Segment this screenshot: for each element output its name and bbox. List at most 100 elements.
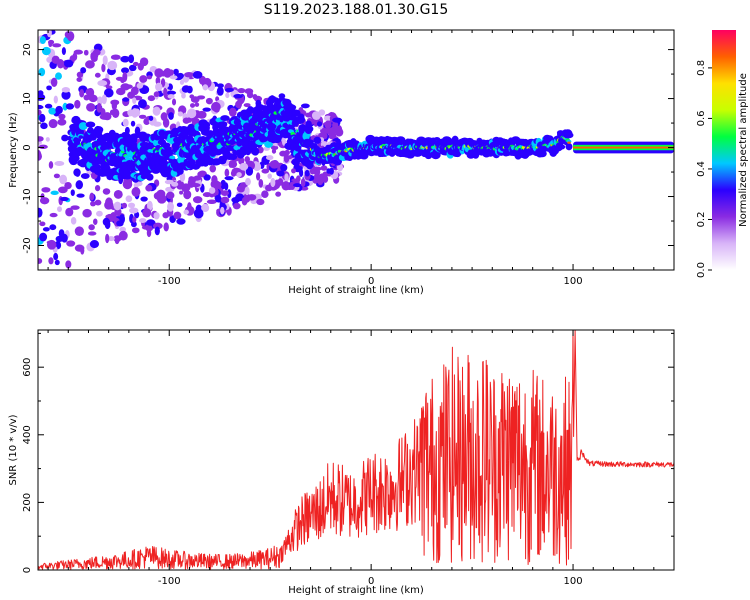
spectrogram-cell — [320, 165, 328, 171]
spectrogram-cell — [88, 224, 95, 231]
spectrogram-cell — [73, 49, 83, 55]
spectrogram-x-axis-label: Height of straight line (km) — [288, 285, 424, 296]
figure-title: S119.2023.188.01.30.G15 — [264, 2, 449, 18]
spectrogram-cell — [220, 196, 230, 204]
spectrogram-cell — [105, 233, 110, 244]
spectrogram-cell — [94, 126, 104, 134]
spectrogram-cell — [90, 51, 97, 62]
spectrogram-cell — [61, 134, 69, 142]
spectrogram-cell — [215, 197, 223, 203]
spectrogram-cell — [146, 228, 152, 238]
spectrogram-cell — [128, 64, 137, 72]
spectrogram-cell — [305, 120, 312, 128]
spectrogram-cell — [256, 172, 261, 181]
spectrogram-cell — [224, 168, 230, 177]
spectrogram-cell — [280, 163, 288, 172]
spectrogram-x-tick-label: 0 — [368, 276, 374, 287]
spectrogram-cell — [244, 88, 254, 95]
spectrogram-cell — [121, 202, 128, 209]
spectrogram-cell — [193, 208, 204, 219]
spectrogram-cell — [89, 240, 100, 249]
spectrogram-cell — [50, 190, 59, 195]
spectrogram-cell — [153, 91, 160, 98]
spectrogram-cell — [167, 201, 174, 212]
spectrogram-cell — [176, 72, 184, 79]
spectrogram-cell — [160, 78, 166, 88]
spectrogram-cell — [142, 208, 152, 218]
spectrogram-cell — [289, 181, 296, 191]
spectrogram-cell — [76, 71, 84, 78]
spectrogram-cell — [66, 31, 75, 42]
spectrogram-cell — [131, 187, 141, 197]
spectrogram-cell — [317, 179, 323, 186]
spectrogram-cell — [74, 226, 84, 236]
spectrogram-cell — [55, 72, 62, 80]
spectrogram-cell — [313, 166, 322, 171]
snr-y-tick-label: 200 — [22, 493, 33, 512]
spectrogram-cell — [46, 56, 54, 63]
spectrogram-cell — [164, 179, 174, 185]
spectrogram-cell — [187, 202, 192, 212]
snr-y-ticks: 0 200 400 600 — [22, 332, 674, 573]
spectrogram-cell — [66, 240, 76, 247]
spectrogram-cell — [128, 207, 139, 214]
spectrogram-cell — [59, 174, 68, 185]
spectrogram-cell — [227, 189, 232, 199]
snr-x-tick-label: 0 — [368, 576, 374, 587]
snr-series-line — [38, 330, 674, 570]
spectrogram-cell — [136, 82, 144, 89]
spectrogram-cell — [183, 189, 189, 198]
spectrogram-cell — [65, 103, 75, 110]
spectrogram-cell — [139, 218, 147, 223]
spectrogram-cell — [133, 182, 139, 188]
spectrogram-cell — [299, 168, 304, 177]
spectrogram-cell — [313, 136, 322, 144]
spectrogram-cell — [177, 111, 184, 117]
spectrogram-cell — [61, 87, 71, 93]
spectrogram-cell — [430, 150, 441, 160]
spectrogram-cell — [79, 89, 85, 98]
spectrogram-cell — [145, 184, 153, 192]
spectrogram-cell — [176, 180, 185, 190]
spectrogram-cell — [230, 170, 237, 177]
spectrogram-cell — [243, 103, 251, 108]
snr-x-tick-label: 100 — [564, 576, 583, 587]
spectrogram-cell — [94, 72, 101, 78]
spectrogram-cell — [322, 171, 328, 181]
spectrogram-cell — [152, 222, 163, 230]
spectrogram-cell — [190, 182, 201, 188]
spectrogram-cell — [220, 121, 228, 128]
spectrogram-cell — [38, 109, 42, 116]
spectrogram-cell — [39, 221, 46, 227]
spectrogram-cell — [220, 206, 225, 215]
spectrogram-cell — [38, 207, 43, 218]
spectrogram-cell — [52, 43, 62, 48]
spectrogram-cell — [75, 180, 84, 190]
spectrogram-cell — [78, 135, 84, 139]
spectrogram-cell — [54, 259, 60, 266]
spectrogram-cell — [113, 201, 122, 211]
spectrogram-cell — [245, 166, 254, 176]
snr-y-tick-label: 600 — [22, 358, 33, 377]
spectrogram-cell — [140, 196, 148, 202]
spectrogram-cell — [58, 113, 66, 120]
spectrogram-cell — [162, 117, 170, 128]
spectrogram-cell — [89, 192, 95, 201]
spectrogram-cell — [237, 87, 246, 94]
spectrogram-cell — [326, 168, 332, 174]
spectrogram-cell — [296, 175, 301, 183]
spectrogram-cell — [122, 118, 129, 127]
spectrogram-cell — [38, 67, 46, 77]
spectrogram-cell — [41, 46, 51, 56]
spectrogram-cell — [293, 183, 302, 188]
spectrogram-cell — [181, 85, 191, 93]
spectrogram-cell — [238, 156, 245, 165]
spectrogram-cell — [147, 200, 153, 211]
spectrogram-cell — [127, 202, 136, 208]
spectrogram-cell — [158, 129, 166, 137]
spectrogram-cell — [163, 222, 169, 232]
spectrogram-y-tick-label: 20 — [22, 43, 33, 56]
spectrogram-cell — [152, 106, 161, 116]
spectrogram-cell — [90, 201, 96, 207]
spectrogram-cell — [38, 258, 43, 264]
